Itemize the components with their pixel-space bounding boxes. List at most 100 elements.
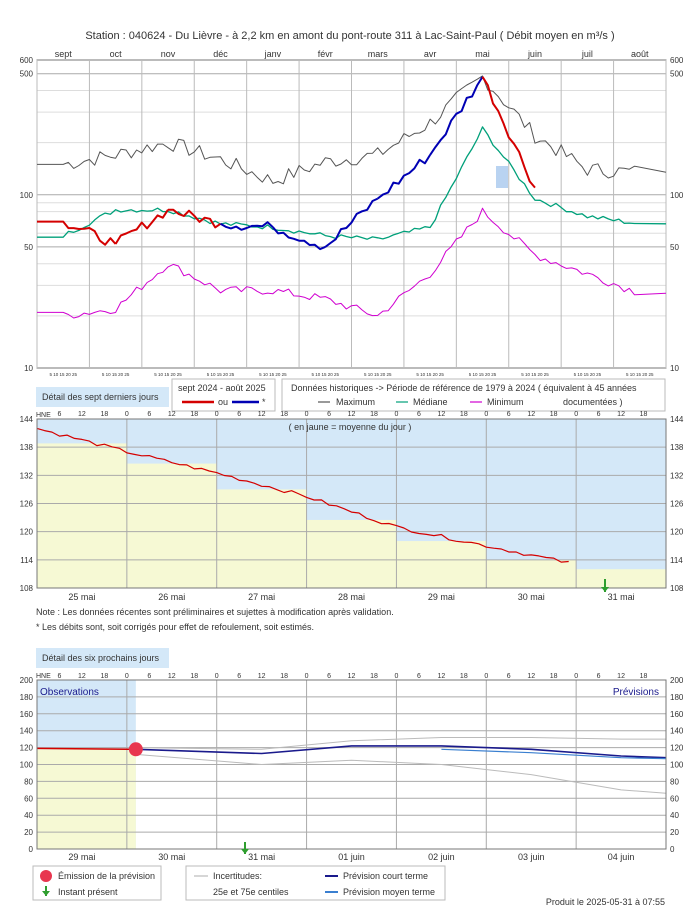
current-year-segment (324, 197, 379, 248)
fc-hour-tick: 18 (640, 673, 648, 680)
week-hour-tick: 6 (597, 411, 601, 418)
month-label: sept (55, 49, 73, 59)
observations-label: Observations (40, 687, 99, 698)
current-year-segment (37, 220, 117, 246)
day-tick-label: 5 10 15 20 25 (521, 372, 549, 377)
fc-ytick-right: 140 (670, 727, 684, 736)
detail-7-days-tab[interactable] (36, 387, 169, 407)
annual-y-ticks: 10 10 50 50 100 100 500 500 600 600 (20, 56, 684, 373)
forecast-plot-frame (36, 679, 667, 850)
period-label: sept 2024 - août 2025 (178, 383, 266, 393)
week-hour-tick: 6 (417, 411, 421, 418)
forecast-series (36, 737, 667, 794)
week-ytick-right: 114 (670, 556, 683, 565)
fc-hour-tick: 12 (437, 673, 445, 680)
note-preliminary: Note : Les données récentes sont prélimi… (36, 607, 394, 617)
fc-observed-line (36, 747, 136, 751)
fc-ytick-left: 140 (20, 727, 34, 736)
annual-legend: Détail des sept derniers jours sept 2024… (36, 378, 666, 412)
fc-ytick-left: 40 (24, 811, 33, 820)
detail-6-days-tab[interactable] (36, 648, 169, 668)
annual-ytick-right: 600 (670, 56, 684, 65)
week-ytick-right: 108 (670, 584, 684, 593)
forecast-day-labels: 29 mai 30 mai 31 mai 01 juin 02 juin 03 juin 0… (68, 852, 634, 862)
week-hour-tick: 0 (574, 411, 578, 418)
daily-mean-bar (486, 559, 577, 588)
fc-hour-tick: 18 (550, 673, 558, 680)
week-hour-tick: 12 (78, 411, 86, 418)
fc-ytick-right: 60 (670, 794, 679, 803)
annual-ytick-left: 100 (20, 191, 34, 200)
day-tick-label: 5 10 15 20 25 (312, 372, 340, 377)
fc-ytick-right: 160 (670, 710, 684, 719)
day-tick-label: 5 10 15 20 25 (574, 372, 602, 377)
fc-hour-tick: 12 (78, 673, 86, 680)
day-tick-label: 5 10 15 20 25 (154, 372, 182, 377)
week-chart: HNE 6 12 18 0 6 12 18 0 6 12 18 0 6 12 18 0 6 12 18 0 6 12 18 0… (20, 411, 684, 602)
chart-title: Station : 040624 - Du Lièvre - à 2,2 km … (85, 30, 614, 42)
week-hour-tick: 18 (550, 411, 558, 418)
medium-term-label: Prévision moyen terme (343, 887, 435, 897)
month-label: janv (264, 49, 282, 59)
month-label: juin (527, 49, 542, 59)
week-hour-tick: 6 (507, 411, 511, 418)
fc-ytick-left: 120 (20, 744, 34, 753)
week-hne-label: HNE (36, 412, 51, 419)
fc-ytick-left: 20 (24, 828, 33, 837)
month-label: févr (318, 49, 333, 59)
annual-ytick-left: 10 (24, 364, 33, 373)
daily-mean-bar (306, 519, 397, 588)
fc-day-label: 30 mai (158, 852, 185, 862)
fc-medium-term-line (441, 748, 667, 760)
present-label: Instant présent (58, 887, 118, 897)
fc-hour-tick: 0 (125, 673, 129, 680)
documented-label: documentées ) (563, 397, 623, 407)
previsions-label: Prévisions (613, 687, 659, 698)
detail-7-days-label: Détail des sept derniers jours (42, 392, 159, 402)
week-day-label: 27 mai (248, 592, 275, 602)
month-label: mai (475, 49, 490, 59)
week-hour-tick: 0 (125, 411, 129, 418)
month-label: déc (213, 49, 228, 59)
week-hour-tick: 12 (617, 411, 625, 418)
note-corrected: * Les débits sont, soit corrigés pour ef… (36, 622, 314, 632)
present-arrow-icon (601, 587, 609, 592)
week-hour-tick: 12 (527, 411, 535, 418)
week-ytick-right: 126 (670, 500, 684, 509)
fc-ytick-right: 200 (670, 676, 684, 685)
current-year-segment (481, 76, 536, 189)
current-year-segment (114, 209, 169, 245)
week-ytick-right: 144 (670, 415, 684, 424)
fc-hour-tick: 18 (190, 673, 198, 680)
uncertainty-line (135, 753, 667, 794)
fc-short-term-line (135, 745, 667, 759)
annual-ytick-right: 10 (670, 364, 679, 373)
daily-mean-bar (576, 569, 666, 588)
forecast-chart: HNE 6 12 18 0 6 12 18 0 6 12 18 0 6 12 18 0 6 12 18 0 6 12 18 0… (20, 673, 684, 862)
fc-present-arrow-icon (241, 849, 249, 854)
emission-label: Émission de la prévision (58, 871, 155, 881)
current-year-segment (272, 226, 326, 251)
week-hour-tick: 12 (437, 411, 445, 418)
month-label: avr (424, 49, 437, 59)
current-year-segment (377, 154, 431, 200)
emission-dot (128, 742, 143, 757)
fc-hour-tick: 18 (280, 673, 288, 680)
present-legend-arrow-icon (42, 891, 50, 896)
week-hour-tick: 12 (168, 411, 176, 418)
current-year-segment (220, 221, 274, 231)
fc-hour-tick: 6 (597, 673, 601, 680)
daily-mean-bar (396, 541, 487, 588)
fc-ytick-left: 60 (24, 794, 33, 803)
week-hour-tick: 18 (640, 411, 648, 418)
week-hour-ticks: 6 12 18 0 6 12 18 0 6 12 18 0 6 12 18 0 6 12 18 0 6 12 18 0 6 12 1… (58, 411, 648, 418)
fc-hour-tick: 6 (58, 673, 62, 680)
week-ytick-right: 132 (670, 471, 684, 480)
week-hour-tick: 18 (370, 411, 378, 418)
series-line-1 (37, 126, 667, 240)
week-ytick-left: 144 (20, 415, 34, 424)
fc-ytick-right: 40 (670, 811, 679, 820)
series-line-2 (37, 207, 667, 319)
week-ytick-right: 138 (670, 443, 684, 452)
week-ytick-left: 114 (20, 556, 33, 565)
